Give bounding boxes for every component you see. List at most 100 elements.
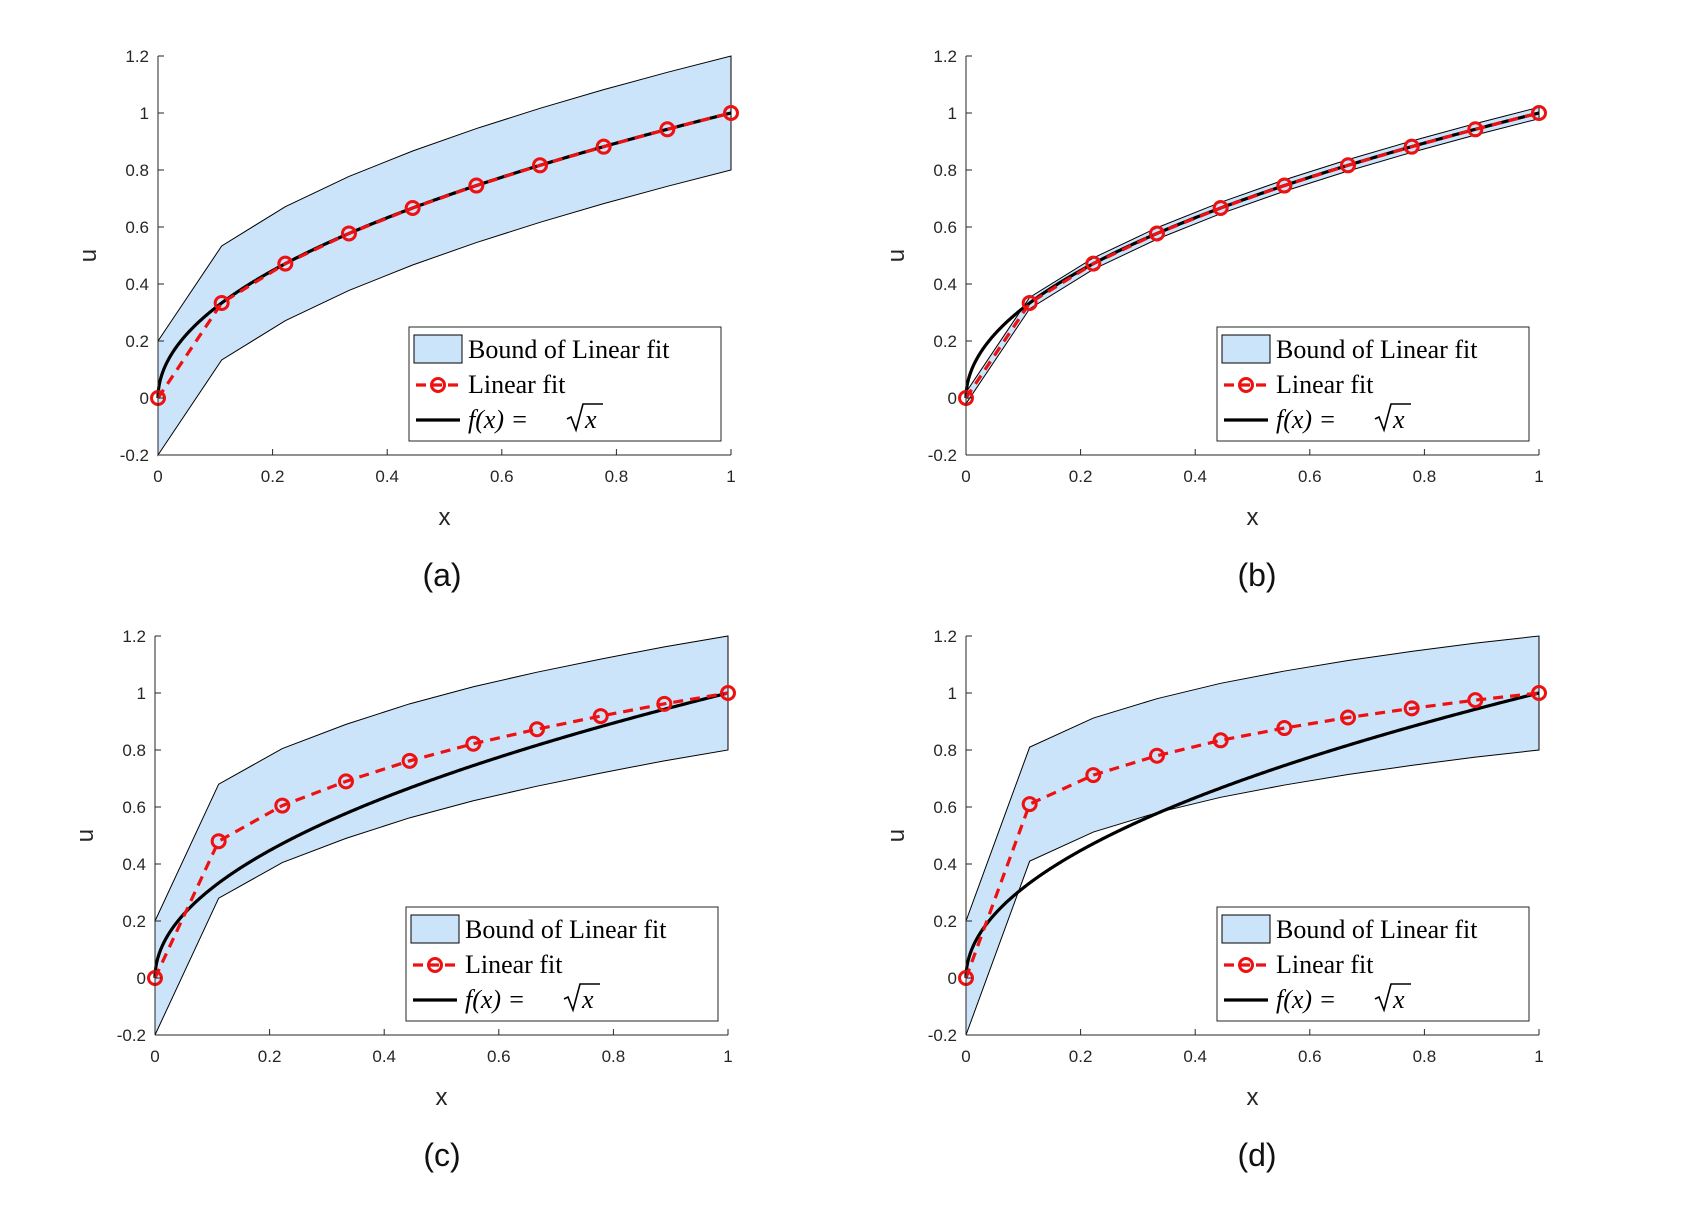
y-tick-label: 0 bbox=[137, 969, 146, 988]
y-tick-label: 0.4 bbox=[122, 855, 146, 874]
bound-band bbox=[157, 55, 732, 457]
linear-fit-line bbox=[964, 111, 1540, 399]
x-tick-label: 1 bbox=[1534, 1047, 1543, 1066]
legend-band-label: Bound of Linear fit bbox=[1276, 915, 1478, 944]
x-tick-label: 0.8 bbox=[1413, 1047, 1437, 1066]
y-tick-label: 1.2 bbox=[125, 47, 149, 66]
y-tick-label: 0.6 bbox=[125, 218, 149, 237]
y-tick-label: 0.4 bbox=[933, 855, 957, 874]
caption-d: (d) bbox=[1237, 1137, 1276, 1173]
y-tick-label: 0.4 bbox=[933, 275, 957, 294]
y-tick-label: 0.4 bbox=[125, 275, 149, 294]
linear-fit-marker bbox=[465, 735, 482, 752]
linear-fit-marker bbox=[1021, 796, 1038, 813]
legend-linear-label: Linear fit bbox=[465, 950, 563, 979]
linear-fit-line bbox=[156, 111, 732, 399]
legend-func-radicand: x bbox=[1392, 985, 1405, 1014]
sqrt-curve bbox=[153, 691, 729, 978]
y-tick-label: 0.6 bbox=[933, 218, 957, 237]
legend-linear-marker bbox=[430, 377, 446, 393]
legend: Bound of Linear fit Linear fit f(x) = x bbox=[1216, 906, 1530, 1022]
y-tick-label: 0.8 bbox=[125, 161, 149, 180]
legend-func-label: f(x) = bbox=[468, 405, 528, 434]
x-tick-label: 0.6 bbox=[490, 467, 514, 486]
legend-box bbox=[1216, 906, 1530, 1022]
bound-band bbox=[965, 635, 1540, 1036]
legend-linear-marker bbox=[1238, 957, 1254, 973]
legend-band-label: Bound of Linear fit bbox=[1276, 335, 1478, 364]
linear-fit-marker bbox=[1403, 138, 1420, 155]
linear-fit-marker bbox=[595, 138, 612, 155]
x-tick-label: 0 bbox=[961, 1047, 970, 1066]
linear-fit-marker bbox=[720, 685, 736, 701]
x-tick-label: 0.4 bbox=[1183, 467, 1207, 486]
linear-fit-marker bbox=[1276, 177, 1293, 194]
linear-fit-marker bbox=[1403, 700, 1420, 717]
legend-band-label: Bound of Linear fit bbox=[465, 915, 667, 944]
linear-fit-marker bbox=[1148, 225, 1165, 242]
x-axis-label: x bbox=[436, 1084, 448, 1111]
linear-fit-marker bbox=[468, 177, 485, 194]
sqrt-curve bbox=[964, 691, 1540, 978]
legend-func-label: f(x) = bbox=[1276, 405, 1336, 434]
legend-linear-label: Linear fit bbox=[468, 370, 566, 399]
linear-fit-marker bbox=[213, 295, 230, 312]
x-tick-label: 1 bbox=[1534, 467, 1543, 486]
linear-fit-marker bbox=[532, 157, 549, 174]
linear-fit-marker bbox=[404, 199, 421, 216]
y-tick-label: 1 bbox=[948, 684, 957, 703]
legend-band-swatch bbox=[1221, 914, 1271, 944]
y-axis-label: u bbox=[883, 249, 910, 262]
legend-band-swatch bbox=[1221, 334, 1271, 364]
caption-a: (a) bbox=[422, 557, 461, 593]
legend: Bound of Linear fit Linear fit f(x) = x bbox=[405, 906, 719, 1022]
linear-fit-marker bbox=[1531, 685, 1547, 701]
linear-fit-marker bbox=[723, 105, 739, 121]
linear-fit-marker bbox=[401, 752, 418, 769]
y-tick-label: 0.6 bbox=[933, 798, 957, 817]
legend-linear-label: Linear fit bbox=[1276, 950, 1374, 979]
x-tick-label: 0 bbox=[961, 467, 970, 486]
x-tick-label: 1 bbox=[723, 1047, 732, 1066]
y-tick-label: 0 bbox=[948, 969, 957, 988]
y-axis-label: u bbox=[75, 249, 102, 262]
panel-b: 0 0.2 0.4 0.6 0.8 1-0.200.20.40.60.811.2xuBou… bbox=[883, 47, 1547, 531]
legend-func-radicand: x bbox=[1392, 405, 1405, 434]
y-axis-label: u bbox=[883, 829, 910, 842]
bound-band bbox=[154, 635, 729, 1036]
y-tick-label: 1.2 bbox=[933, 47, 957, 66]
x-tick-label: 0.8 bbox=[1413, 467, 1437, 486]
y-tick-label: -0.2 bbox=[928, 1026, 957, 1045]
y-tick-label: 0.2 bbox=[125, 332, 149, 351]
linear-fit-marker bbox=[592, 708, 609, 725]
x-tick-label: 0.6 bbox=[1298, 467, 1322, 486]
y-tick-label: 0.8 bbox=[122, 741, 146, 760]
legend-linear-marker bbox=[1238, 377, 1254, 393]
linear-fit-marker bbox=[210, 833, 227, 850]
x-tick-label: 0.2 bbox=[1069, 1047, 1093, 1066]
legend-band-swatch bbox=[413, 334, 463, 364]
x-tick-label: 0.4 bbox=[1183, 1047, 1207, 1066]
linear-fit-marker bbox=[1085, 767, 1102, 784]
x-tick-label: 0.2 bbox=[258, 1047, 282, 1066]
linear-fit-marker bbox=[1085, 255, 1102, 272]
x-tick-label: 0.2 bbox=[261, 467, 285, 486]
linear-fit-marker bbox=[659, 121, 676, 138]
x-tick-label: 0 bbox=[153, 467, 162, 486]
legend: Bound of Linear fit Linear fit f(x) = x bbox=[408, 326, 722, 442]
y-tick-label: 0.2 bbox=[122, 912, 146, 931]
legend-func-label: f(x) = bbox=[1276, 985, 1336, 1014]
linear-fit-marker bbox=[529, 721, 546, 738]
panel-c: 0 0.2 0.4 0.6 0.8 1-0.200.20.40.60.811.2xuBou… bbox=[72, 627, 736, 1111]
x-tick-label: 0.4 bbox=[372, 1047, 396, 1066]
y-axis-label: u bbox=[72, 829, 99, 842]
y-tick-label: 0 bbox=[140, 389, 149, 408]
legend-linear-label: Linear fit bbox=[1276, 370, 1374, 399]
x-tick-label: 0 bbox=[150, 1047, 159, 1066]
linear-fit-marker bbox=[1467, 121, 1484, 138]
y-tick-label: -0.2 bbox=[120, 446, 149, 465]
y-tick-label: 1 bbox=[137, 684, 146, 703]
x-tick-label: 0.6 bbox=[1298, 1047, 1322, 1066]
y-tick-label: 0.6 bbox=[122, 798, 146, 817]
